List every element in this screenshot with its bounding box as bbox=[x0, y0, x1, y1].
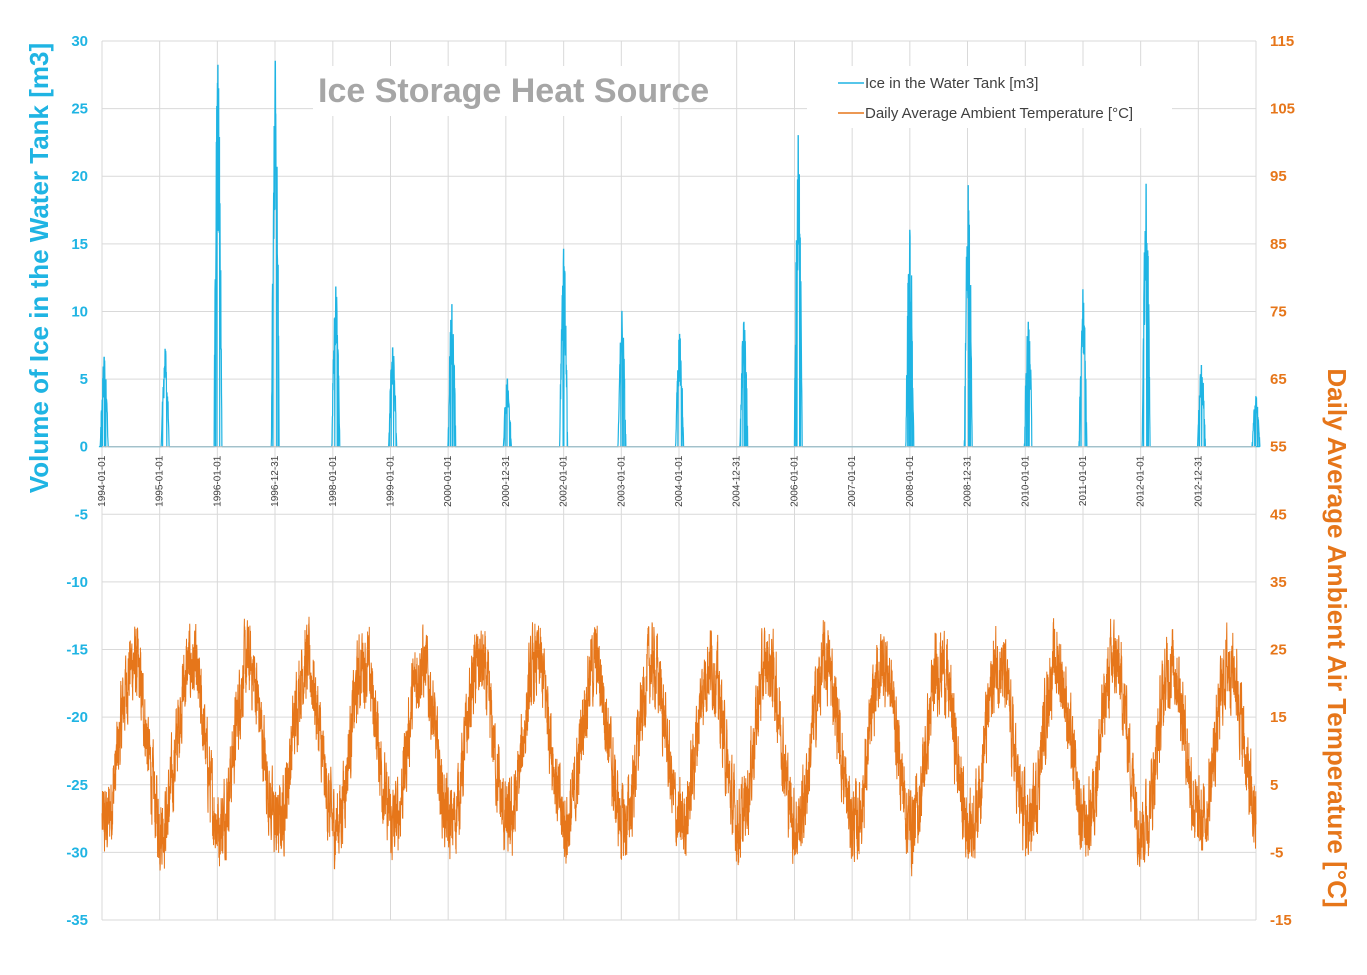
x-axis-ticks: 1994-01-01 1995-01-01 1996-01-01 1996-12-31… bbox=[97, 455, 1204, 507]
x-tick-label: 2000-01-01 bbox=[443, 455, 454, 507]
x-tick-label: 2008-12-31 bbox=[963, 455, 974, 507]
right-tick-label: 115 bbox=[1270, 33, 1294, 50]
right-tick-label: 75 bbox=[1270, 303, 1287, 320]
x-tick-label: 2003-01-01 bbox=[616, 455, 627, 507]
right-tick-label: 15 bbox=[1270, 709, 1287, 726]
x-tick-label: 2007-01-01 bbox=[847, 455, 858, 507]
x-tick-label: 1996-01-01 bbox=[212, 455, 223, 507]
x-tick-label: 1994-01-01 bbox=[97, 455, 108, 507]
right-axis-ticks: 115 105 95 85 75 65 55 45 35 25 15 5 -5 -15 bbox=[1270, 33, 1295, 929]
x-tick-label: 2000-12-31 bbox=[501, 455, 512, 507]
x-tick-label: 2012-01-01 bbox=[1136, 455, 1147, 507]
left-tick-label: 10 bbox=[71, 303, 88, 320]
legend-background bbox=[807, 66, 1172, 128]
right-tick-label: 105 bbox=[1270, 101, 1295, 118]
x-tick-label: 1995-01-01 bbox=[155, 455, 166, 507]
left-tick-label: -5 bbox=[75, 506, 88, 523]
x-tick-label: 2006-01-01 bbox=[789, 455, 800, 507]
legend: Ice in the Water Tank [m3] Daily Average… bbox=[807, 66, 1172, 128]
left-tick-label: 20 bbox=[71, 168, 88, 185]
right-tick-label: 95 bbox=[1270, 168, 1287, 185]
x-tick-label: 1999-01-01 bbox=[386, 455, 397, 507]
right-tick-label: 55 bbox=[1270, 439, 1287, 456]
x-tick-label: 2011-01-01 bbox=[1078, 455, 1089, 506]
x-tick-label: 1996-12-31 bbox=[270, 455, 281, 507]
left-axis-title: Volume of Ice in the Water Tank [m3] bbox=[24, 43, 54, 493]
legend-label-ice: Ice in the Water Tank [m3] bbox=[865, 75, 1038, 92]
left-tick-label: 25 bbox=[71, 101, 88, 118]
x-tick-label: 2010-01-01 bbox=[1020, 455, 1031, 507]
left-tick-label: -35 bbox=[66, 912, 88, 929]
x-tick-label: 2012-12-31 bbox=[1193, 455, 1204, 507]
right-tick-label: -15 bbox=[1270, 912, 1292, 929]
left-tick-label: 30 bbox=[71, 33, 88, 50]
left-tick-label: -20 bbox=[66, 709, 88, 726]
x-tick-label: 1998-01-01 bbox=[328, 455, 339, 507]
left-tick-label: 15 bbox=[71, 236, 88, 253]
left-tick-label: -30 bbox=[66, 844, 88, 861]
right-axis-title: Daily Average Ambient Air Temperature [°… bbox=[1322, 368, 1352, 907]
right-tick-label: 25 bbox=[1270, 642, 1287, 659]
x-tick-label: 2002-01-01 bbox=[559, 455, 570, 507]
left-tick-label: -25 bbox=[66, 777, 88, 794]
x-tick-label: 2004-12-31 bbox=[732, 455, 743, 507]
right-tick-label: 35 bbox=[1270, 574, 1287, 591]
right-tick-label: -5 bbox=[1270, 844, 1283, 861]
left-tick-label: -15 bbox=[66, 642, 88, 659]
right-tick-label: 65 bbox=[1270, 371, 1287, 388]
title-background bbox=[313, 66, 673, 116]
left-tick-label: 5 bbox=[80, 371, 88, 388]
right-tick-label: 5 bbox=[1270, 777, 1278, 794]
legend-label-temperature: Daily Average Ambient Temperature [°C] bbox=[865, 105, 1133, 122]
x-tick-label: 2004-01-01 bbox=[674, 455, 685, 507]
left-axis-ticks: 30 25 20 15 10 5 0 -5 -10 -15 -20 -25 -30 -35 bbox=[66, 33, 88, 929]
x-tick-label: 2008-01-01 bbox=[905, 455, 916, 507]
right-tick-label: 85 bbox=[1270, 236, 1287, 253]
left-tick-label: 0 bbox=[80, 439, 88, 456]
left-tick-label: -10 bbox=[66, 574, 88, 591]
chart-title: Ice Storage Heat Source bbox=[318, 72, 709, 110]
right-tick-label: 45 bbox=[1270, 506, 1287, 523]
temperature-series-line bbox=[101, 616, 1257, 877]
